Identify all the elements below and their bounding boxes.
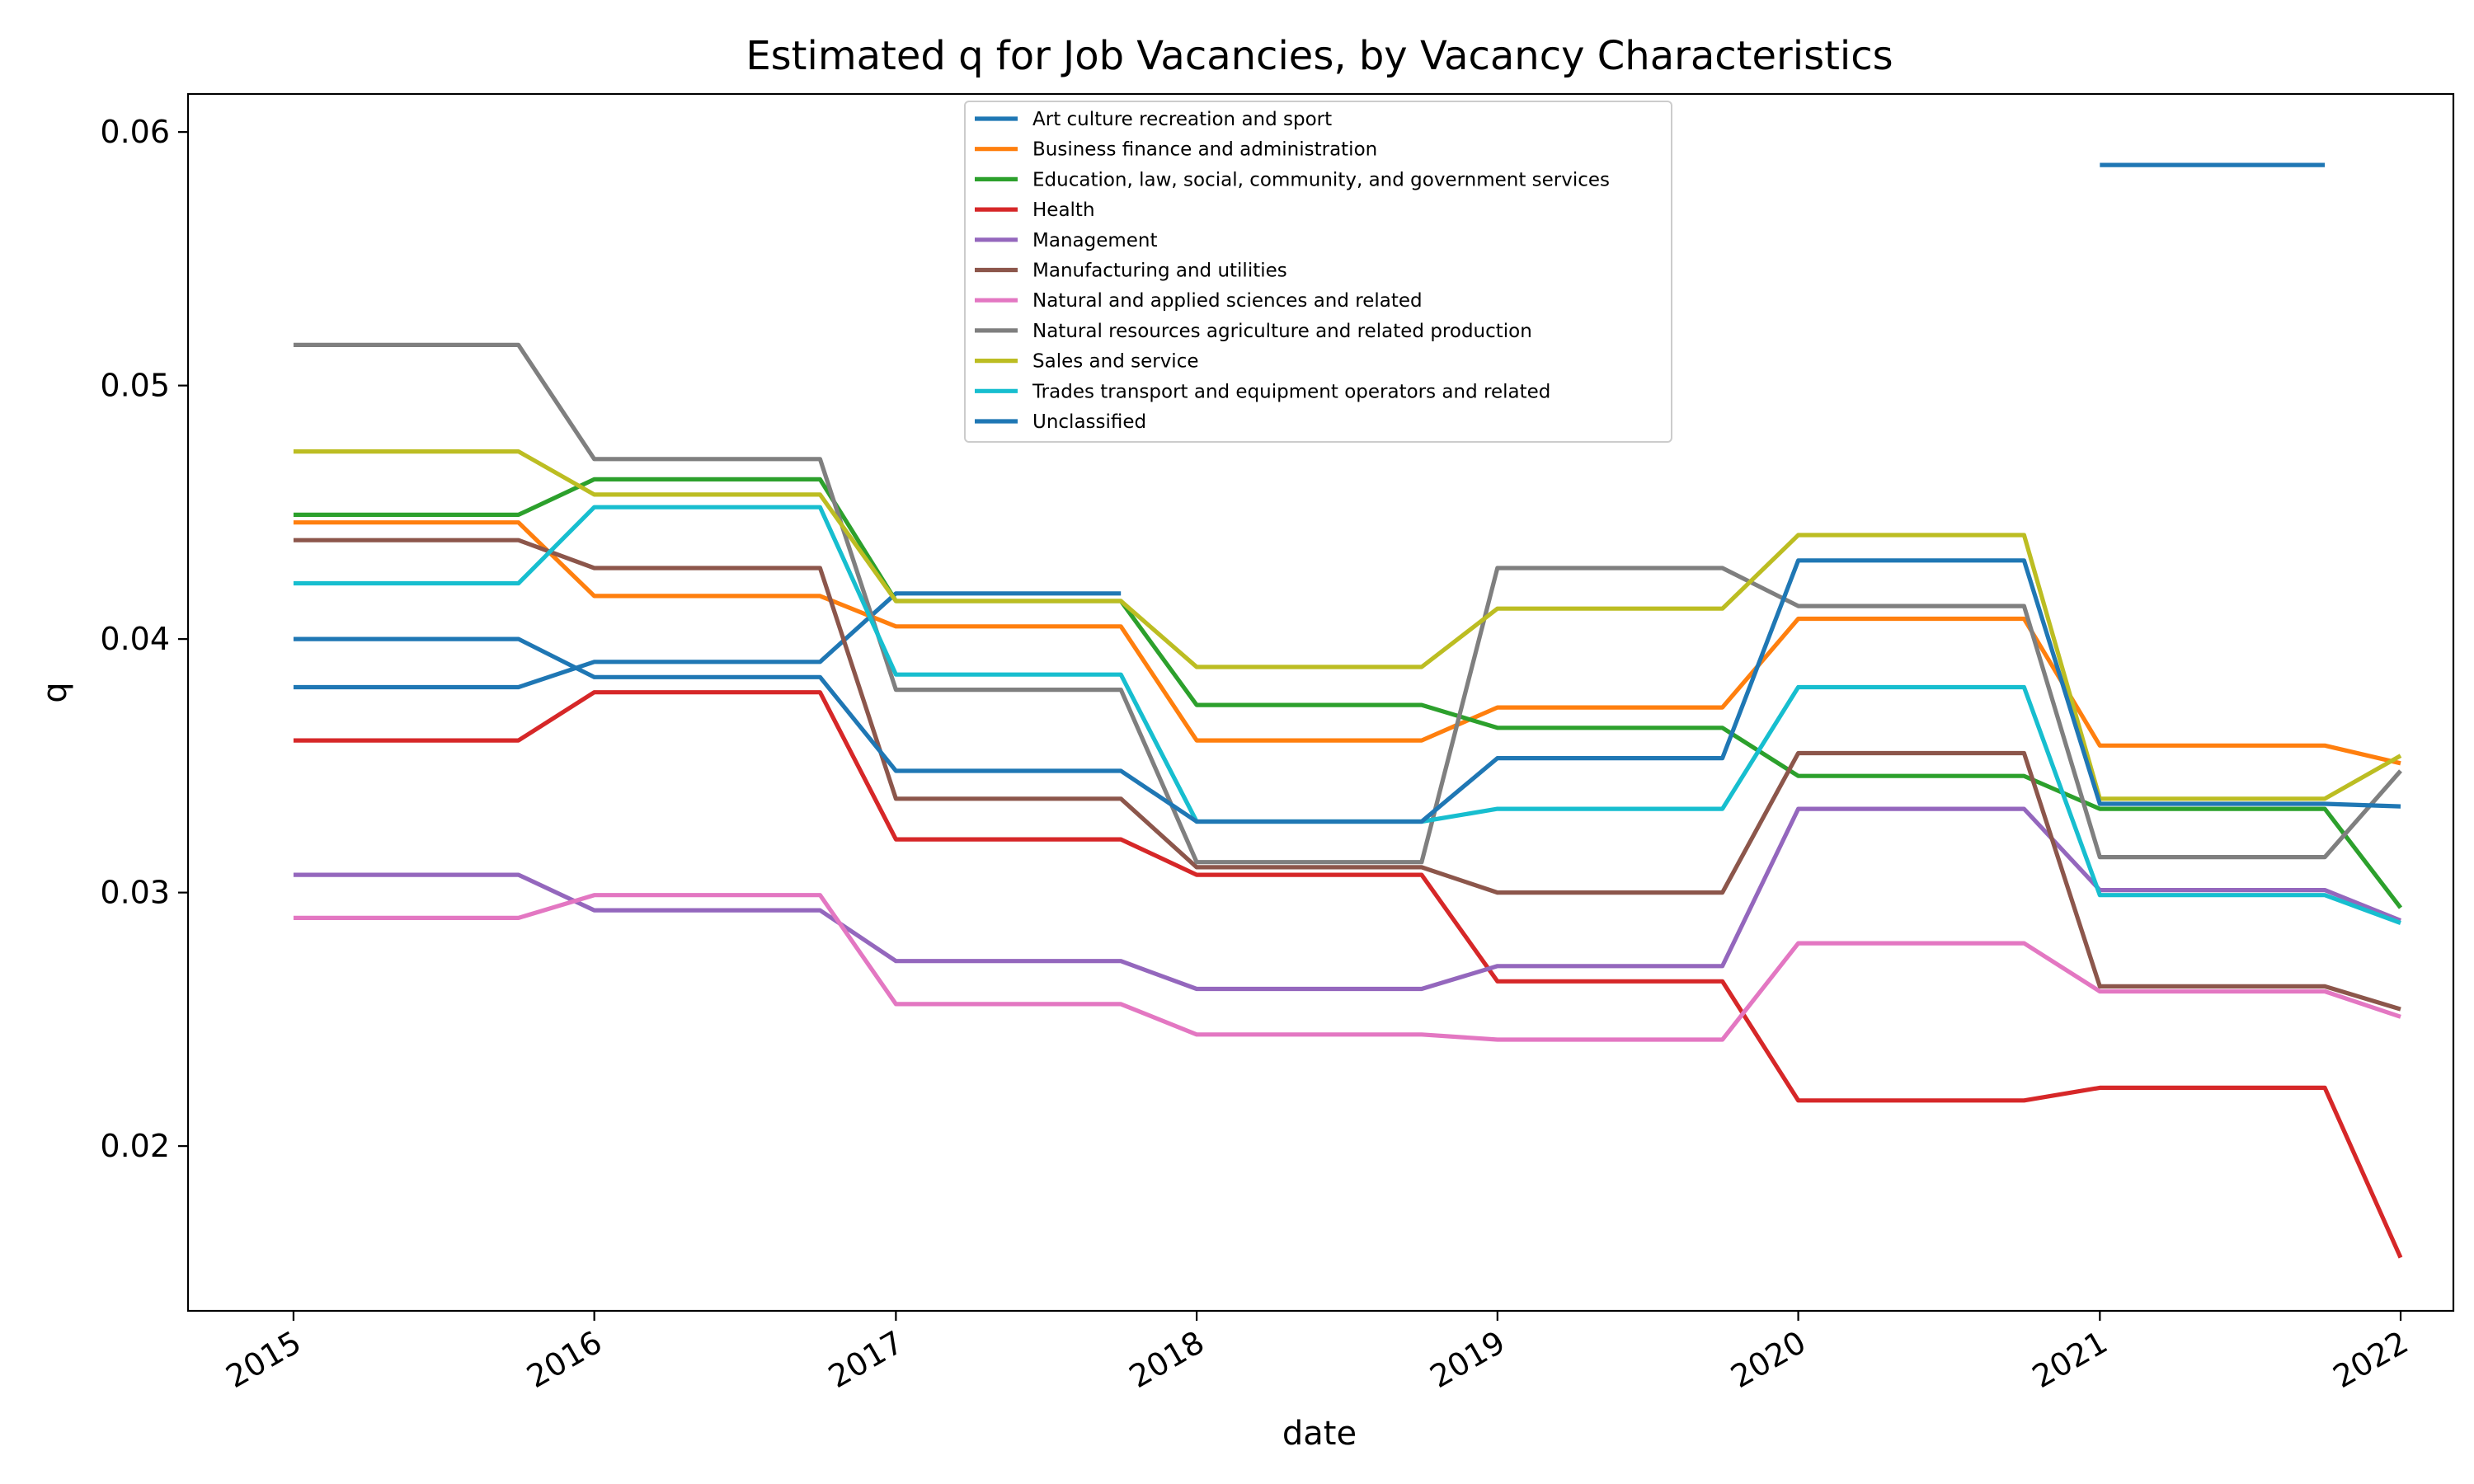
legend-label: Unclassified — [1032, 411, 1146, 433]
series-line-1 — [293, 591, 1122, 690]
legend-label: Natural resources agriculture and relate… — [1032, 321, 1532, 342]
legend-label: Manufacturing and utilities — [1032, 261, 1287, 282]
series-line-9 — [293, 449, 2402, 801]
series-layer — [293, 162, 2403, 1259]
legend-box — [964, 101, 1672, 443]
x-axis-title: date — [1282, 1415, 1357, 1453]
plot-frame — [186, 92, 2455, 1313]
y-tick-label: 0.05 — [100, 368, 170, 404]
series-line-5 — [293, 806, 2401, 992]
series-line-3 — [293, 477, 2403, 909]
series-line-8 — [293, 342, 2402, 865]
series-line-4 — [293, 690, 2403, 1259]
y-tick-label: 0.02 — [100, 1128, 170, 1164]
y-tick-label: 0.04 — [100, 621, 170, 657]
legend: Art culture recreation and sport Business… — [964, 101, 1672, 443]
series-line-6 — [293, 538, 2401, 1012]
legend-label: Health — [1032, 200, 1095, 221]
y-axis-title: q — [36, 682, 74, 702]
series-line-11 — [293, 558, 2401, 824]
chart-title: Estimated q for Job Vacancies, by Vacanc… — [745, 33, 1893, 79]
y-tick-label: 0.03 — [100, 875, 170, 911]
series-line-7 — [293, 893, 2401, 1042]
y-tick-label: 0.06 — [100, 114, 170, 150]
legend-label: Management — [1032, 230, 1158, 251]
legend-label: Sales and service — [1032, 351, 1199, 373]
legend-label: Business finance and administration — [1032, 139, 1377, 161]
legend-label: Trades transport and equipment operators… — [1032, 381, 1550, 402]
legend-label: Natural and applied sciences and related — [1032, 290, 1423, 312]
legend-label: Art culture recreation and sport — [1032, 109, 1332, 130]
legend-label: Education, law, social, community, and g… — [1032, 169, 1610, 190]
